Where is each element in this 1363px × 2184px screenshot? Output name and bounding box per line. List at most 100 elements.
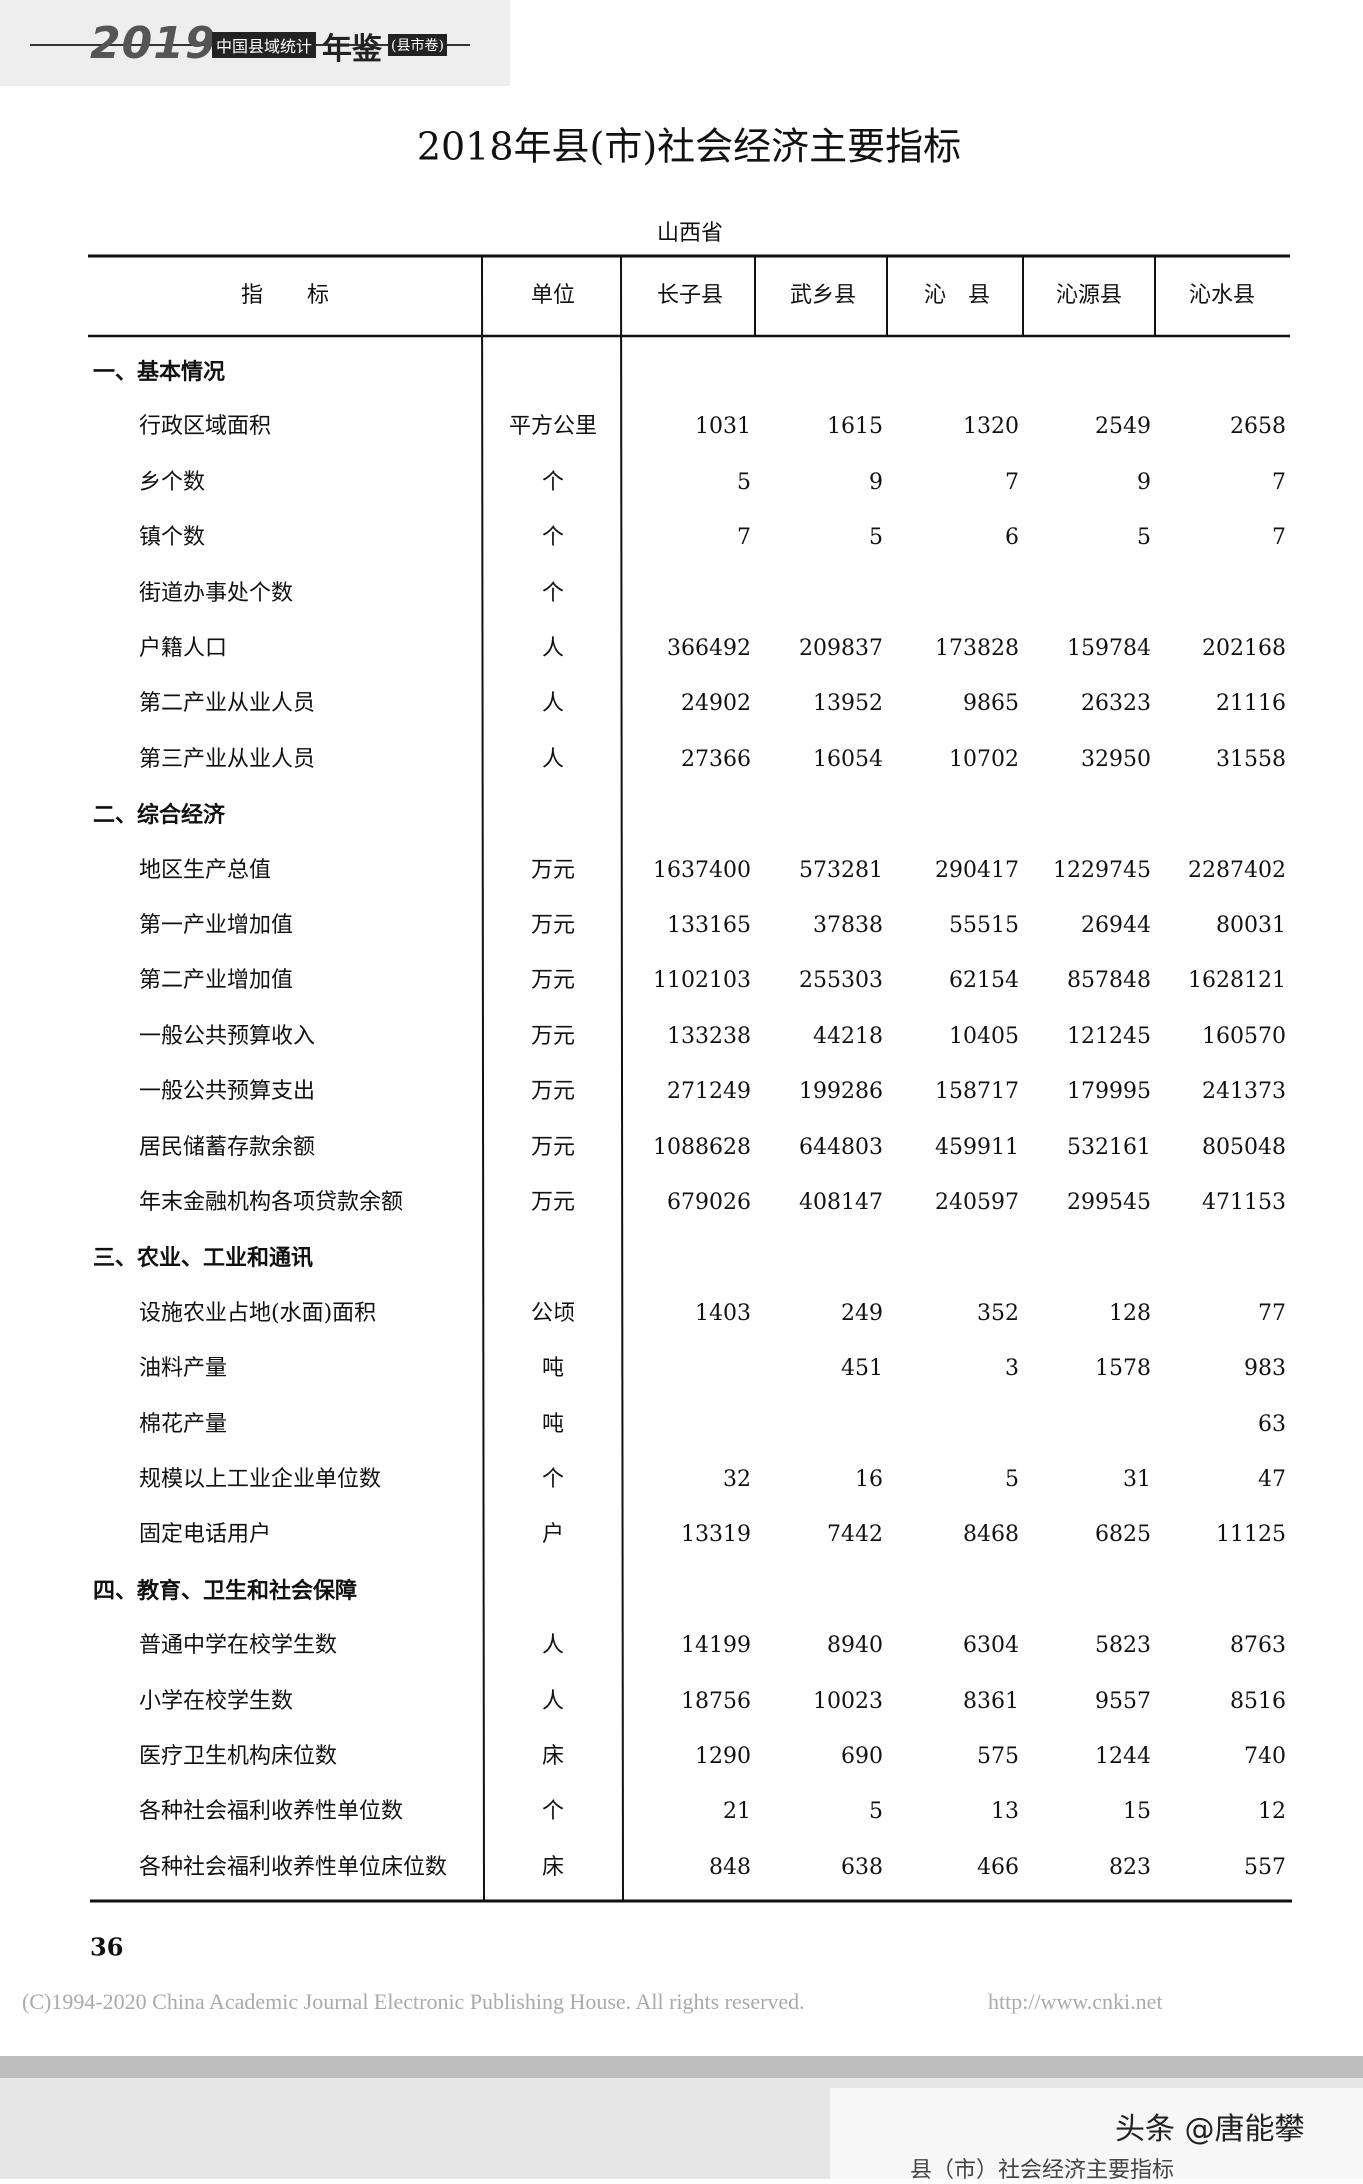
unit: 公顷	[530, 1300, 576, 1326]
watermark: 头条 @唐能攀	[1115, 2112, 1305, 2147]
value: 26944	[1081, 913, 1151, 938]
value: 408147	[799, 1190, 883, 1215]
value: 983	[1244, 1356, 1286, 1382]
value: 10405	[949, 1023, 1019, 1049]
value: 271249	[667, 1079, 751, 1105]
row-label: 居民储蓄存款余额	[139, 1134, 316, 1160]
value: 32	[723, 1467, 751, 1492]
value: 31	[1123, 1467, 1151, 1492]
value: 202168	[1202, 636, 1286, 661]
row-label: 小学在校学生数	[139, 1688, 294, 1714]
value: 3	[1005, 1356, 1019, 1382]
row-label: 棉花产量	[139, 1411, 228, 1437]
value: 7	[1005, 469, 1019, 495]
next-page-header: 县（市）社会经济主要指标	[910, 2158, 1175, 2183]
value: 1290	[695, 1744, 751, 1769]
value: 299545	[1067, 1190, 1151, 1215]
value: 5	[869, 1799, 883, 1825]
unit: 吨	[541, 1356, 565, 1382]
value: 1244	[1095, 1744, 1151, 1769]
unit: 人	[541, 746, 565, 772]
value: 24902	[681, 691, 751, 717]
unit: 人	[541, 636, 565, 661]
section-label: 一、基本情况	[93, 359, 226, 385]
unit: 人	[541, 1688, 565, 1714]
section-label: 四、教育、卫生和社会保障	[93, 1577, 358, 1604]
unit: 万元	[530, 857, 576, 883]
section-label: 三、农业、工业和通讯	[93, 1245, 314, 1272]
value: 12	[1258, 1799, 1286, 1825]
copyright: (C)1994-2020 China Academic Journal Elec…	[22, 1989, 805, 2014]
value: 1403	[695, 1300, 751, 1326]
section-label: 二、综合经济	[93, 802, 226, 829]
value: 6304	[963, 1633, 1019, 1659]
row-label: 街道办事处个数	[139, 580, 294, 606]
value: 1628121	[1188, 968, 1286, 994]
value: 5	[737, 469, 751, 495]
row-label: 户籍人口	[139, 636, 228, 661]
header-banner: 2019 中国县域统计 年鉴 (县市卷)	[0, 0, 510, 86]
value: 1031	[695, 414, 751, 440]
value: 471153	[1202, 1190, 1286, 1215]
unit: 吨	[541, 1411, 565, 1437]
value: 366492	[667, 636, 751, 661]
page-number: 36	[90, 1932, 124, 1962]
row-label: 油料产量	[139, 1356, 228, 1382]
value: 199286	[799, 1079, 883, 1105]
value: 10023	[813, 1688, 883, 1714]
value: 8940	[827, 1633, 883, 1659]
value: 179995	[1067, 1079, 1151, 1105]
value: 14199	[681, 1633, 751, 1659]
value: 679026	[667, 1190, 751, 1215]
unit: 人	[541, 1633, 565, 1659]
value: 13319	[681, 1522, 751, 1548]
value: 6825	[1095, 1522, 1151, 1548]
value: 13952	[813, 691, 883, 717]
value: 5	[1137, 525, 1151, 551]
row-label: 第一产业增加值	[139, 913, 294, 938]
value: 573281	[799, 857, 883, 883]
value: 1578	[1095, 1356, 1151, 1382]
value: 240597	[935, 1190, 1019, 1215]
value: 466	[977, 1854, 1019, 1880]
title: 2018年县(市)社会经济主要指标	[416, 124, 962, 169]
value: 823	[1109, 1854, 1151, 1880]
url: http://www.cnki.net	[988, 1989, 1163, 2014]
row-label: 地区生产总值	[139, 857, 272, 883]
value: 63	[1258, 1411, 1286, 1437]
value: 16	[855, 1467, 883, 1492]
value: 9	[1137, 469, 1151, 495]
value: 848	[709, 1854, 751, 1880]
value: 55515	[949, 913, 1019, 938]
value: 47	[1258, 1467, 1286, 1492]
value: 11125	[1216, 1522, 1286, 1548]
row-label: 医疗卫生机构床位数	[139, 1744, 338, 1769]
row-label: 普通中学在校学生数	[139, 1633, 338, 1659]
banner-book: 年鉴	[322, 32, 382, 67]
row-label: 第二产业增加值	[139, 968, 294, 994]
unit: 万元	[530, 1023, 576, 1049]
value: 133165	[667, 913, 751, 938]
unit: 个	[541, 580, 565, 606]
value: 532161	[1067, 1134, 1151, 1160]
value: 6	[1005, 525, 1019, 551]
unit: 平方公里	[508, 414, 598, 440]
unit: 个	[541, 1799, 565, 1825]
value: 8468	[963, 1522, 1019, 1548]
column-header: 沁源县	[1055, 283, 1123, 308]
value: 18756	[681, 1688, 751, 1714]
value: 44218	[813, 1023, 883, 1049]
row-label: 各种社会福利收养性单位床位数	[139, 1854, 448, 1880]
value: 1229745	[1053, 857, 1151, 883]
value: 575	[977, 1744, 1019, 1769]
column-header: 武乡县	[789, 283, 857, 308]
value: 5	[869, 525, 883, 551]
value: 173828	[935, 636, 1019, 661]
value: 62154	[949, 968, 1019, 994]
value: 21116	[1216, 691, 1286, 717]
value: 32950	[1081, 746, 1151, 772]
unit: 万元	[530, 1079, 576, 1105]
column-header: 沁 县	[923, 283, 991, 308]
